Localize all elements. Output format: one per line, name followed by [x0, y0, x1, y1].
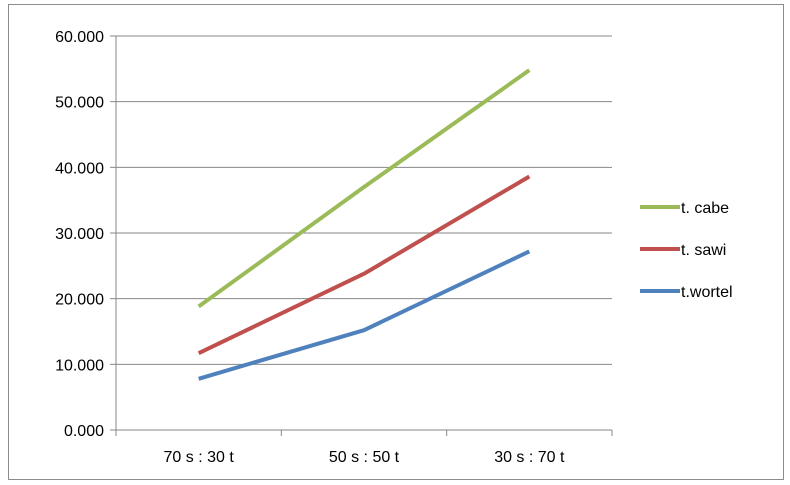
y-tick-label: 50.000 [55, 95, 104, 112]
axes [110, 35, 613, 436]
y-tick-labels: 0.000 10.000 20.000 30.000 40.000 50.000 60.00… [55, 29, 104, 440]
y-tick-label: 30.000 [55, 226, 104, 243]
y-tick-label: 40.000 [55, 160, 104, 177]
x-tick-labels: 70 s : 30 t 50 s : 50 t 30 s : 70 t [164, 449, 565, 466]
y-tick-label: 10.000 [55, 357, 104, 374]
chart-frame [8, 4, 784, 480]
y-tick-label: 20.000 [55, 292, 104, 309]
x-tick-label: 50 s : 50 t [329, 449, 400, 466]
series-line [197, 68, 531, 309]
x-tick-label: 70 s : 30 t [164, 449, 235, 466]
y-tick-label: 0.000 [64, 423, 104, 440]
legend-label: t.wortel [681, 284, 733, 301]
legend-label: t. cabe [681, 200, 729, 217]
series-lines [197, 68, 531, 381]
x-tick-label: 30 s : 70 t [494, 449, 565, 466]
legend-label: t. sawi [681, 242, 726, 259]
series-line [197, 174, 531, 355]
gridlines [116, 35, 612, 365]
y-tick-label: 60.000 [55, 29, 104, 46]
series-line [198, 249, 531, 381]
legend: t. cabe t. sawi t.wortel [640, 200, 733, 301]
